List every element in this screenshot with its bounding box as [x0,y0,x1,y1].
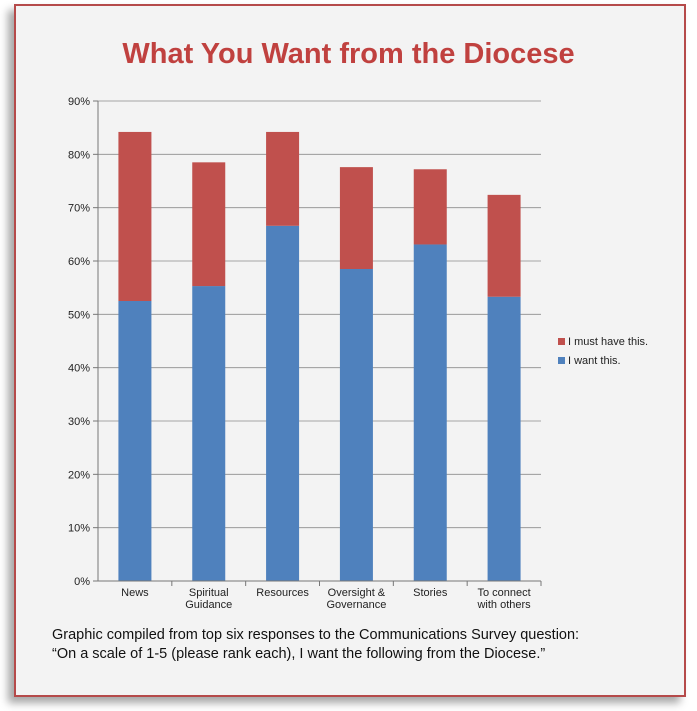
caption-line-1: Graphic compiled from top six responses … [52,627,580,643]
y-tick-label: 80% [68,149,90,161]
x-tick-label: with others [476,599,531,611]
x-tick-label: To connect [477,587,530,599]
bar-i-must-have-this [487,194,521,297]
legend-label: I must have this. [568,336,648,348]
x-tick-label: Stories [413,587,448,599]
y-tick-label: 0% [74,576,90,588]
x-tick-label: Guidance [185,599,232,611]
bar-i-must-have-this [339,167,373,269]
y-tick-label: 30% [68,416,90,428]
chart-caption: Graphic compiled from top six responses … [52,626,662,664]
y-tick-label: 10% [68,523,90,535]
y-tick-labels: 0% 10% 20% 30% 40% 50% 60% 70% 80% 90% [68,96,90,588]
legend-swatch [558,357,565,364]
legend-swatch [558,338,565,345]
y-tick-label: 20% [68,469,90,481]
bar-i-must-have-this [118,131,152,301]
bar-i-want-this [118,301,152,581]
x-tick-label: Governance [326,599,386,611]
bar-i-want-this [339,269,373,581]
bar-i-want-this [266,225,300,582]
bars [118,131,521,582]
x-tick-label: Resources [256,587,309,599]
y-tick-label: 90% [68,96,90,108]
y-tick-label: 60% [68,256,90,268]
caption-line-2: “On a scale of 1-5 (please rank each), I… [52,646,546,662]
x-tick-label: Oversight & [328,587,386,599]
bar-i-want-this [192,286,226,581]
y-tick-label: 50% [68,309,90,321]
y-tick-label: 40% [68,363,90,375]
legend-label: I want this. [568,355,621,367]
x-tick-label: News [121,587,149,599]
bar-i-want-this [413,244,447,581]
legend: I must have this. I want this. [558,336,648,367]
gridlines [98,100,541,529]
y-tick-label: 70% [68,203,90,215]
chart-title: What You Want from the Diocese [122,38,575,70]
bar-i-want-this [487,296,521,581]
axes [93,100,542,586]
bar-i-must-have-this [266,131,300,226]
x-tick-label: Spiritual [189,587,229,599]
bar-i-must-have-this [192,162,226,287]
bar-i-must-have-this [413,169,447,245]
